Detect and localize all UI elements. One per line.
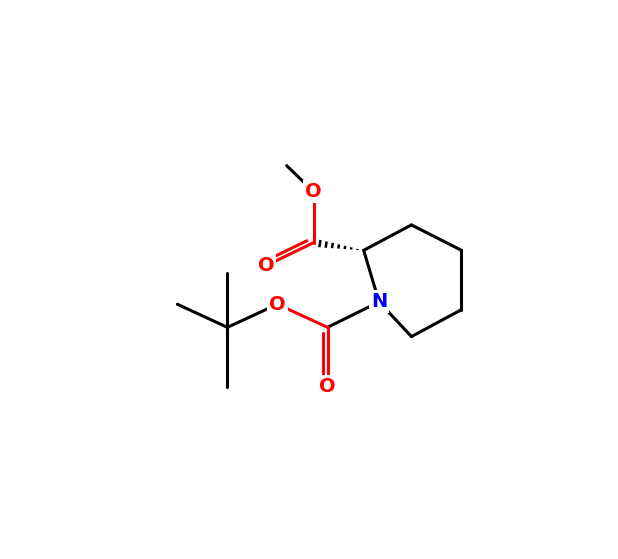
Text: O: O xyxy=(258,256,274,275)
Text: O: O xyxy=(305,182,322,201)
Text: O: O xyxy=(319,377,336,396)
Text: O: O xyxy=(269,295,286,314)
Text: N: N xyxy=(371,292,387,311)
